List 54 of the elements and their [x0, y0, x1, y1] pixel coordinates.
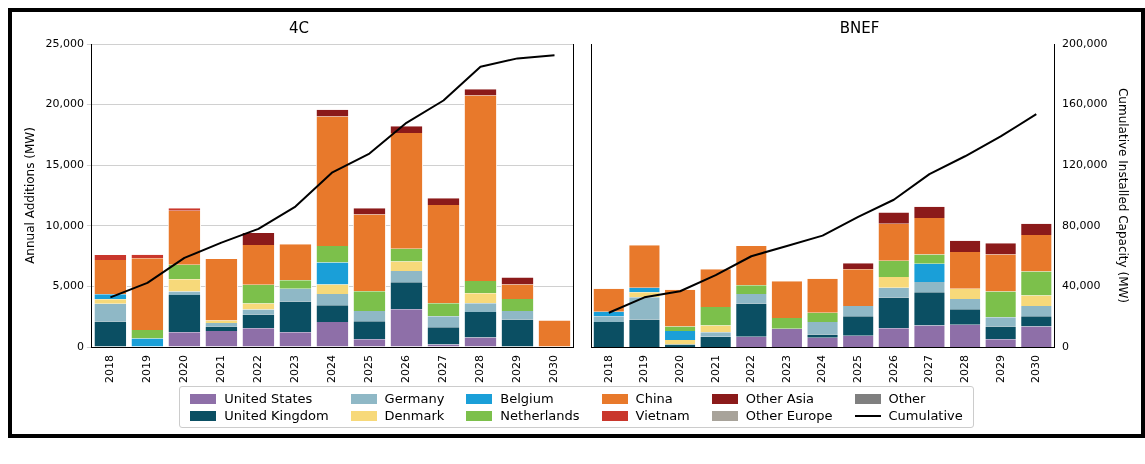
y2-tick-label: 80,000 [1062, 218, 1101, 232]
x-tick-label: 2024 [325, 355, 339, 384]
legend-label: Netherlands [500, 408, 580, 423]
x-tick-label: 2020 [672, 355, 686, 384]
legend-label: Vietnam [635, 408, 690, 423]
legend-label: Other [888, 391, 926, 406]
x-tick-label: 2021 [214, 355, 228, 384]
x-tick-label: 2025 [362, 355, 376, 384]
x-tick-label: 2022 [744, 355, 758, 384]
y2-tick-label: 0 [1062, 339, 1070, 353]
x-tick-label: 2019 [637, 355, 651, 384]
x-tick-label: 2026 [399, 355, 413, 384]
x-tick-label: 2020 [177, 355, 191, 384]
y2-tick-label: 120,000 [1062, 158, 1108, 172]
legend-label: China [635, 391, 673, 406]
x-tick-label: 2029 [993, 355, 1007, 384]
x-tick-label: 2023 [288, 355, 302, 384]
x-tick-label: 2019 [140, 355, 154, 384]
x-tick-label: 2021 [708, 355, 722, 384]
y2-tick-label: 40,000 [1062, 279, 1101, 293]
x-tick-label: 2030 [1029, 355, 1043, 384]
x-tick-label: 2024 [815, 355, 829, 384]
x-tick-label: 2018 [601, 355, 615, 384]
x-tick-label: 2028 [957, 355, 971, 384]
x-tick-label: 2023 [779, 355, 793, 384]
x-tick-label: 2027 [922, 355, 936, 384]
chart-title: BNEF [839, 18, 880, 37]
legend-label: Belgium [500, 391, 554, 406]
legend-label: United Kingdom [224, 408, 329, 423]
legend-label: Other Europe [745, 408, 833, 423]
x-tick-label: 2030 [547, 355, 561, 384]
y-tick-label: 10,000 [45, 218, 84, 232]
y-tick-label: 5,000 [52, 279, 84, 293]
chart-title: 4C [288, 18, 310, 37]
legend-label: Other Asia [745, 391, 815, 406]
y-axis-title: Annual Additions (MW) [23, 127, 38, 264]
y-tick-label: 25,000 [45, 36, 84, 50]
y2-tick-label: 200,000 [1062, 36, 1108, 50]
x-tick-label: 2027 [436, 355, 450, 384]
y2-tick-label: 160,000 [1062, 97, 1108, 111]
x-tick-label: 2025 [851, 355, 865, 384]
x-tick-label: 2026 [886, 355, 900, 384]
x-tick-label: 2029 [510, 355, 524, 384]
y-tick-label: 20,000 [45, 97, 84, 111]
y-tick-label: 15,000 [45, 158, 84, 172]
y2-axis-title: Cumulative Installed Capacity (MW) [1115, 87, 1130, 304]
legend-label: Germany [384, 391, 445, 406]
y-tick-label: 0 [76, 339, 84, 353]
legend-label: Denmark [384, 408, 445, 423]
x-tick-label: 2028 [473, 355, 487, 384]
legend-label: Cumulative [888, 408, 963, 423]
x-tick-label: 2018 [103, 355, 117, 384]
legend-label: United States [224, 391, 313, 406]
x-tick-label: 2022 [251, 355, 265, 384]
